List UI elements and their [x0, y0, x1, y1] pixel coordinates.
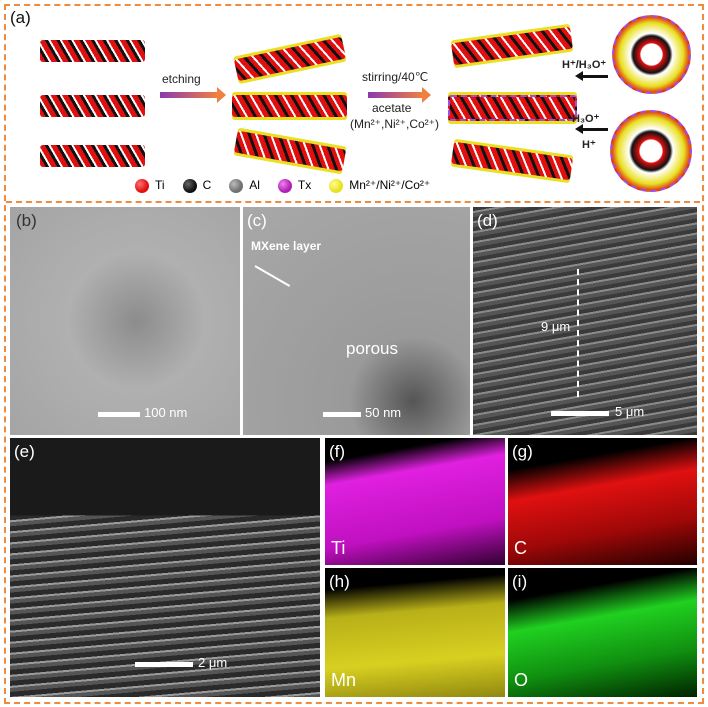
panel-label-e: (e) — [14, 442, 35, 461]
zoom-circle-bottom — [610, 110, 692, 192]
panel-label-g: (g) — [512, 442, 533, 461]
ion-arrow-2 — [575, 124, 608, 134]
eds-map-o: (i) O — [508, 568, 697, 697]
annotation-arrow — [254, 265, 291, 287]
mxene-layer-annotation: MXene layer — [251, 239, 322, 253]
sem-image-d: (d) 9 μm 5 μm — [473, 207, 697, 435]
scale-bar-c — [323, 412, 361, 417]
legend-item-ions: Mn²⁺/Ni²⁺/Co²⁺ — [329, 178, 430, 193]
porous-label: porous — [346, 339, 398, 358]
scale-bar-e — [135, 662, 193, 667]
panel-label-c: (c) — [247, 211, 267, 230]
thickness-label: 9 μm — [541, 319, 571, 334]
tem-image-c: (c) MXene layer porous 50 nm — [243, 207, 470, 435]
panel-label-a: (a) — [10, 8, 31, 27]
scale-label-d: 5 μm — [615, 404, 645, 419]
zoom-circle-top — [612, 15, 691, 94]
tem-image-b: (b) 100 nm — [10, 207, 240, 435]
ion-label-2: H₃O⁺ — [572, 113, 600, 125]
ion-arrow-1 — [575, 71, 608, 81]
ions-label: (Mn²⁺,Ni²⁺,Co²⁺) — [350, 117, 439, 131]
legend-item-al: Al — [229, 178, 260, 193]
panel-label-d: (d) — [477, 211, 498, 230]
panel-label-f: (f) — [329, 442, 346, 461]
scale-bar-d — [551, 411, 609, 416]
element-label-mn: Mn — [331, 670, 357, 690]
panel-label-h: (h) — [329, 572, 350, 591]
outer-dashed-border — [4, 4, 704, 704]
legend-item-tx: Tx — [277, 178, 311, 193]
legend-item-ti: Ti — [135, 178, 165, 193]
legend-item-c: C — [182, 178, 211, 193]
etching-arrow — [160, 87, 226, 103]
scale-label-c: 50 nm — [365, 405, 402, 420]
panel-label-i: (i) — [512, 572, 528, 591]
stirring-arrow — [368, 87, 431, 103]
eds-map-ti: (f) Ti — [325, 438, 505, 565]
ion-label-1: H⁺/H₃O⁺ — [562, 59, 607, 71]
acetate-label: acetate — [372, 101, 412, 115]
element-label-o: O — [514, 670, 529, 690]
scale-label-e: 2 μm — [198, 655, 228, 670]
sem-image-e: (e) 2 μm — [10, 438, 320, 697]
etching-label: etching — [162, 72, 201, 86]
thickness-marker — [577, 269, 579, 397]
eds-map-mn: (h) Mn — [325, 568, 505, 697]
legend: Ti C Al Tx Mn²⁺/Ni²⁺/Co²⁺ — [135, 178, 430, 193]
dashed-divider — [6, 201, 700, 203]
panel-label-b: (b) — [16, 211, 37, 230]
ion-label-3: H⁺ — [582, 139, 596, 151]
element-label-c: C — [514, 538, 527, 558]
stirring-label: stirring/40℃ — [362, 70, 429, 84]
scale-label-b: 100 nm — [144, 405, 188, 420]
eds-map-c: (g) C — [508, 438, 697, 565]
scale-bar-b — [98, 412, 140, 417]
element-label-ti: Ti — [331, 538, 346, 558]
